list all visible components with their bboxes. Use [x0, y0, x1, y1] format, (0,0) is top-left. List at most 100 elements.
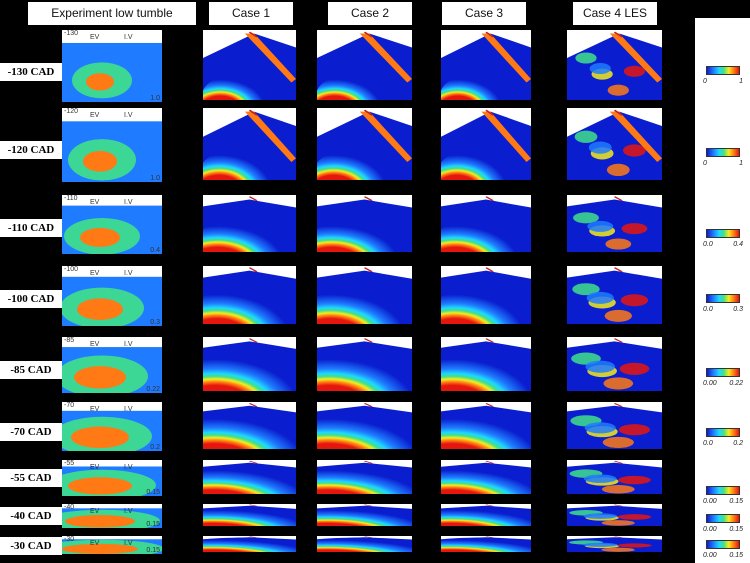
case-field — [203, 460, 296, 494]
experiment-panel: -120 EV I.V 1.0 — [62, 108, 162, 182]
experiment-scale-max: 0.15 — [146, 489, 160, 496]
case-field — [317, 536, 412, 552]
experiment-scale-max: 1.0 — [150, 175, 160, 182]
case-4-panel — [567, 402, 662, 449]
colorbar: 0.0 0.2 — [703, 428, 743, 447]
experiment-scale-max: 0.4 — [150, 247, 160, 254]
iv-label: I.V — [124, 199, 133, 206]
mixture-plume — [441, 288, 521, 324]
ev-label: EV — [90, 112, 100, 119]
case-field — [567, 196, 662, 252]
ev-label: EV — [90, 508, 100, 515]
mixture-plume — [203, 150, 269, 180]
experiment-panel: -40 EV I.V 0.15 — [62, 504, 162, 528]
iv-label: I.V — [124, 540, 133, 547]
mixture-plume — [317, 506, 412, 526]
colorbar-max: 0.15 — [729, 498, 743, 505]
valve-marker — [248, 196, 258, 202]
iv-label: I.V — [124, 508, 133, 515]
colorbar-min: 0.00 — [703, 498, 717, 505]
case-field — [317, 338, 412, 391]
colorbar-gradient — [706, 294, 740, 303]
colorbar-ticks: 0.00 0.15 — [703, 552, 743, 559]
valve-marker — [613, 536, 623, 538]
row-label-8: -30 CAD — [0, 537, 62, 555]
case-field — [317, 196, 412, 252]
case-2-panel — [317, 460, 412, 494]
valve-marker — [485, 31, 494, 38]
fuel-jet — [359, 111, 412, 162]
case-field — [441, 196, 531, 252]
les-patch — [603, 377, 634, 390]
row-label-0: -130 CAD — [0, 63, 62, 81]
colorbar-gradient — [706, 66, 740, 75]
valve-marker — [485, 267, 494, 273]
les-patch — [601, 485, 635, 494]
experiment-angle: -30 — [64, 536, 75, 543]
case-field — [567, 403, 662, 449]
case-field — [317, 504, 412, 526]
experiment-field — [62, 276, 162, 326]
les-patch — [636, 307, 662, 320]
case-field — [567, 109, 662, 180]
case-field — [203, 504, 296, 526]
case-field — [203, 267, 296, 324]
case-field — [567, 504, 662, 526]
ev-label: EV — [90, 199, 100, 206]
case-field — [441, 403, 531, 449]
experiment-field — [62, 121, 162, 182]
les-patch — [639, 81, 662, 93]
valve-marker — [363, 460, 373, 464]
ev-label: EV — [90, 34, 100, 41]
chamber-background — [567, 33, 662, 100]
valve-marker — [363, 31, 373, 38]
case-3-panel — [441, 195, 531, 252]
mixture-plume — [317, 352, 410, 391]
case-2-panel — [317, 266, 412, 324]
case-1-panel — [203, 460, 296, 494]
les-patch — [635, 434, 662, 447]
row-label-7: -40 CAD — [0, 507, 62, 525]
mixture-plume — [203, 506, 296, 526]
case-field — [567, 338, 662, 391]
colorbar-max: 0.22 — [729, 380, 743, 387]
experiment-panel: -70 EV I.V 0.2 — [62, 402, 162, 451]
header-experiment: Experiment low tumble — [28, 2, 196, 25]
colorbar-ticks: 0.0 0.4 — [703, 241, 743, 248]
mixture-plume — [317, 412, 412, 449]
case-1-panel — [203, 30, 296, 100]
experiment-panel: -100 EV I.V 0.3 — [62, 266, 162, 326]
colorbar-ticks: 0.0 0.3 — [703, 306, 743, 313]
les-patch — [634, 483, 662, 493]
experiment-scale-max: 0.15 — [146, 547, 160, 554]
case-1-panel — [203, 402, 296, 449]
ev-label: EV — [90, 341, 100, 348]
row-label-1: -120 CAD — [0, 141, 62, 159]
case-field — [441, 31, 531, 100]
colorbar: 0.00 0.22 — [703, 368, 743, 387]
mixture-plume — [203, 537, 296, 552]
mixture-plume — [203, 288, 285, 324]
experiment-scale-max: 0.2 — [150, 444, 160, 451]
case-field — [317, 109, 412, 180]
mixture-plume — [203, 412, 296, 449]
colorbar-max: 0.15 — [729, 552, 743, 559]
les-patch — [639, 160, 662, 174]
les-patch — [623, 65, 646, 77]
experiment-field — [62, 205, 162, 254]
colorbar-max: 0.15 — [729, 526, 743, 533]
valve-marker — [613, 267, 623, 273]
valve-marker — [363, 338, 373, 343]
row-label-2: -110 CAD — [0, 219, 62, 237]
valve-marker — [248, 460, 258, 464]
mixture-plume — [441, 352, 529, 391]
experiment-field — [62, 539, 162, 554]
colorbar: 0.00 0.15 — [703, 486, 743, 505]
case-4-panel — [567, 108, 662, 180]
fuel-jet — [481, 111, 531, 162]
les-patch — [572, 283, 600, 296]
row-label-6: -55 CAD — [0, 469, 62, 487]
case-4-panel — [567, 460, 662, 494]
case-field — [441, 536, 531, 552]
